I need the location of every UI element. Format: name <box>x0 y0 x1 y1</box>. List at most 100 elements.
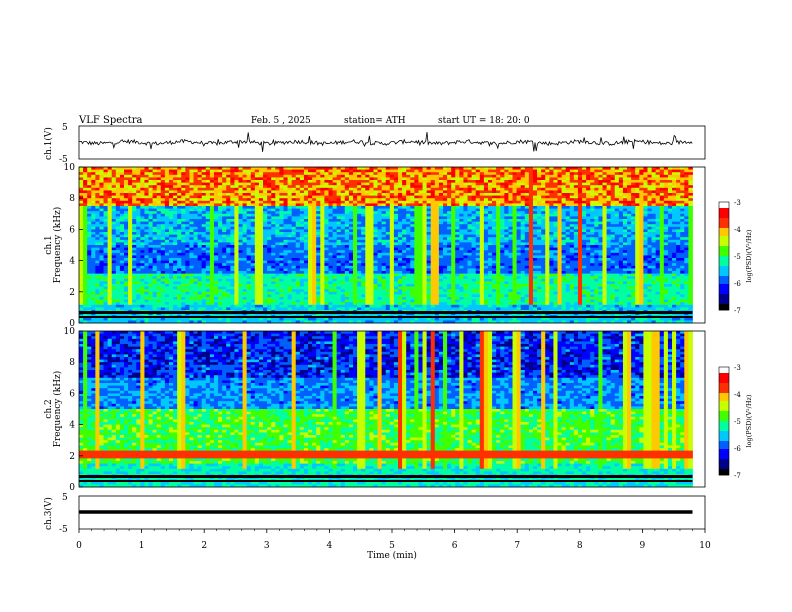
spectrogram-cell <box>279 284 284 287</box>
spectrogram-cell <box>111 302 117 306</box>
spectrogram-cell <box>250 224 256 228</box>
spectrogram-cell <box>128 195 133 199</box>
spectrogram-cell <box>87 221 92 225</box>
spectrogram-cell <box>328 245 333 248</box>
spectrogram-cell <box>263 289 268 293</box>
spectrogram-cell <box>279 239 284 243</box>
spectrogram-cell <box>312 221 317 225</box>
spectrogram-cell <box>201 195 207 199</box>
spectrogram-cell <box>185 304 190 308</box>
spectrogram-cell <box>234 224 239 228</box>
spectrogram-cell <box>160 169 166 173</box>
spectrogram-cell <box>254 299 260 303</box>
spectrogram-cell <box>312 294 317 298</box>
spectrogram-cell <box>414 169 419 173</box>
spectrogram-cell <box>119 276 125 280</box>
spectrogram-cell <box>107 169 113 173</box>
spectrogram-cell <box>144 206 149 209</box>
spectrogram-cell <box>361 320 366 324</box>
spectrogram-cell <box>185 237 190 241</box>
spectrogram-cell <box>123 273 129 277</box>
spectrogram-cell <box>332 203 338 207</box>
spectrogram-cell <box>283 213 288 217</box>
spectrogram-cell <box>357 278 362 282</box>
spectrogram-cell <box>324 182 329 186</box>
spectrogram-cell <box>258 247 264 251</box>
spectrogram-cell <box>205 297 211 300</box>
spectrogram-cell <box>148 258 154 261</box>
spectrogram-cell <box>79 291 84 295</box>
spectrogram-cell <box>181 252 186 256</box>
spectrogram-cell <box>230 278 235 282</box>
spectrogram-cell <box>254 208 260 212</box>
spectrogram-cell <box>250 252 256 256</box>
spectrogram-cell <box>119 182 125 186</box>
spectrogram-cell <box>250 260 256 264</box>
spectrogram-cell <box>373 278 378 282</box>
spectrogram-cell <box>160 187 166 191</box>
spectrogram-cell <box>148 195 154 199</box>
spectrogram-cell <box>377 177 383 181</box>
spectrogram-cell <box>209 229 215 233</box>
spectrogram-cell <box>275 250 280 254</box>
spectrogram-cell <box>328 297 333 300</box>
spectrogram-cell <box>193 304 199 308</box>
spectrogram-cell <box>332 177 338 181</box>
spectrogram-cell <box>205 203 211 207</box>
spectrogram-cell <box>320 299 325 303</box>
spectrogram-cell <box>271 180 276 183</box>
spectrogram-cell <box>361 286 366 290</box>
spectrogram-cell <box>357 273 362 277</box>
spectrogram-cell <box>222 200 227 204</box>
spectrogram-cell <box>377 302 383 306</box>
spectrogram-cell <box>177 190 182 194</box>
spectrogram-cell <box>299 180 305 183</box>
spectrogram-cell <box>152 320 158 324</box>
spectrogram-cell <box>320 255 325 259</box>
spectrogram-cell <box>283 208 288 212</box>
spectrogram-cell <box>103 206 109 209</box>
spectrogram-cell <box>168 289 174 293</box>
spectrogram-cell <box>271 232 276 235</box>
spectrogram-cell <box>324 271 329 274</box>
spectrogram-cell <box>136 289 141 293</box>
spectrogram-cell <box>308 221 313 225</box>
spectrogram-cell <box>258 185 264 189</box>
spectrogram-cell <box>156 200 162 204</box>
spectrogram-cell <box>132 242 137 246</box>
spectrogram-cell <box>369 239 374 243</box>
spectrogram-cell <box>267 247 272 251</box>
spectrogram-cell <box>393 281 399 285</box>
spectrogram-cell <box>365 245 370 248</box>
spectrogram-cell <box>209 177 215 181</box>
spectrogram-cell <box>152 234 158 238</box>
spectrogram-cell <box>365 242 370 246</box>
spectrogram-cell <box>250 281 256 285</box>
spectrogram-cell <box>336 299 342 303</box>
spectrogram-cell <box>152 299 158 303</box>
spectrogram-cell <box>348 182 354 186</box>
spectrogram-cell <box>164 213 170 217</box>
spectrogram-cell <box>238 229 243 233</box>
spectrogram-cell <box>258 276 264 280</box>
spectrogram-cell <box>156 258 162 261</box>
spectrogram-cell <box>369 221 374 225</box>
spectrogram-cell <box>185 302 190 306</box>
spectrogram-cell <box>119 193 125 196</box>
spectrogram-cell <box>369 258 374 261</box>
spectrogram-cell <box>336 177 342 181</box>
spectrogram-cell <box>361 239 366 243</box>
spectrogram-cell <box>103 304 109 308</box>
ch1-volt-ylabel: ch.1(V) <box>43 127 54 160</box>
spectrogram-cell <box>295 263 301 267</box>
spectrogram-cell <box>344 263 350 267</box>
spectrogram-cell <box>369 177 374 181</box>
spectrogram-cell <box>246 289 252 293</box>
spectrogram-cell <box>168 213 174 217</box>
spectrogram-cell <box>213 320 219 324</box>
spectrogram-cell <box>283 237 288 241</box>
spectrogram-cell <box>177 169 182 173</box>
spectrogram-cell <box>87 206 92 209</box>
spectrogram-cell <box>246 180 252 183</box>
spectrogram-cell <box>324 286 329 290</box>
